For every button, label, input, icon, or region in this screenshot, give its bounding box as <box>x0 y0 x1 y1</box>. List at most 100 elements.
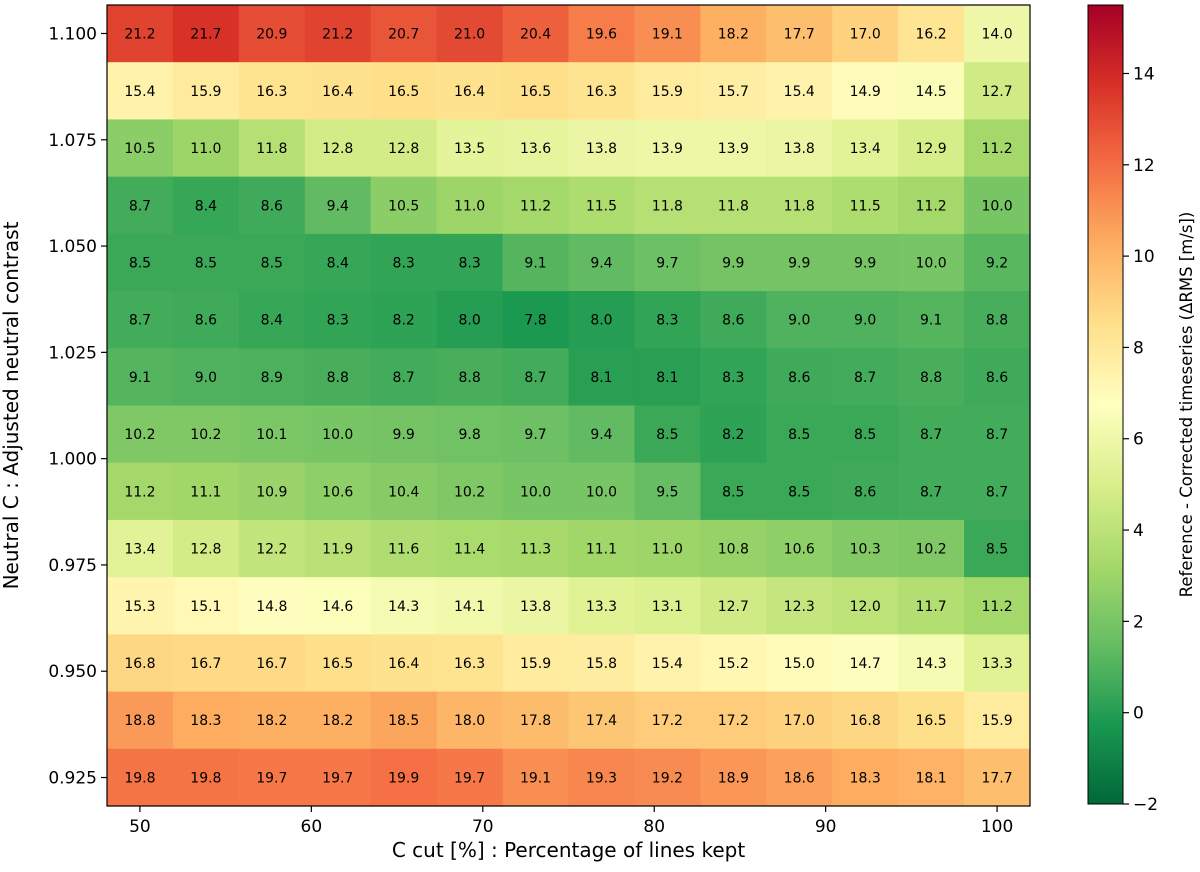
heatmap-cell <box>238 233 306 292</box>
colorbar-tick-label: 14 <box>1133 64 1155 84</box>
cell-value-label: 19.8 <box>124 770 155 786</box>
heatmap-cell <box>568 5 636 63</box>
cell-value-label: 8.6 <box>854 484 876 500</box>
y-tick-label: 0.975 <box>48 556 97 576</box>
heatmap-cell <box>304 691 372 750</box>
cell-value-label: 13.3 <box>586 599 617 615</box>
cell-value-label: 19.1 <box>652 27 683 43</box>
cell-value-label: 8.1 <box>590 370 612 386</box>
cell-value-label: 14.3 <box>388 599 419 615</box>
heatmap-cell <box>436 462 504 521</box>
cell-value-label: 8.5 <box>261 255 283 271</box>
cell-value-label: 14.9 <box>850 84 881 100</box>
heatmap-cell <box>304 405 372 464</box>
heatmap-cell <box>172 691 240 750</box>
heatmap-cell <box>502 462 570 521</box>
x-axis-label: C cut [%] : Percentage of lines kept <box>392 838 745 862</box>
cell-value-label: 8.4 <box>327 255 349 271</box>
heatmap-cell <box>898 634 965 693</box>
cell-value-label: 11.2 <box>916 198 947 214</box>
cell-value-label: 12.9 <box>916 141 947 157</box>
cell-value-label: 19.9 <box>388 770 419 786</box>
cell-value-label: 9.0 <box>195 370 217 386</box>
heatmap-cell <box>107 748 174 807</box>
x-tick-label: 90 <box>815 817 837 837</box>
cell-value-label: 9.1 <box>524 255 546 271</box>
cell-value-label: 18.5 <box>388 713 419 729</box>
cell-value-label: 11.1 <box>586 542 617 558</box>
cell-value-label: 10.6 <box>784 542 815 558</box>
cell-value-label: 10.5 <box>124 141 155 157</box>
heatmap-cell <box>766 5 833 63</box>
cell-value-label: 17.2 <box>652 713 683 729</box>
heatmap-cell <box>964 233 1031 292</box>
heatmap-cell <box>766 748 833 807</box>
cell-value-label: 8.7 <box>854 370 876 386</box>
cell-value-label: 21.2 <box>322 27 353 43</box>
heatmap-cell <box>502 691 570 750</box>
cell-value-label: 14.8 <box>256 599 287 615</box>
cell-value-label: 8.8 <box>458 370 480 386</box>
plot-frame <box>106 4 1031 807</box>
cell-value-label: 8.5 <box>986 542 1008 558</box>
heatmap-cell <box>700 348 767 407</box>
heatmap-cell <box>898 5 965 63</box>
heatmap-cell <box>238 62 306 121</box>
heatmap-cell <box>766 691 833 750</box>
cell-value-label: 10.2 <box>916 542 947 558</box>
heatmap-cell <box>436 691 504 750</box>
cell-value-label: 16.4 <box>322 84 353 100</box>
cell-value-label: 11.5 <box>850 198 881 214</box>
cell-value-label: 16.5 <box>916 713 947 729</box>
cell-value-label: 17.4 <box>586 713 617 729</box>
heatmap-cell <box>898 405 965 464</box>
heatmap-cell <box>634 748 701 807</box>
cell-value-label: 13.3 <box>981 656 1012 672</box>
heatmap-cell <box>238 462 306 521</box>
heatmap-cell <box>898 748 965 807</box>
heatmap-cell-labels: 21.2 21.7 20.9 21.2 20.7 21.0 20.4 19.6 19.1 18.2… <box>124 27 1012 787</box>
heatmap-cell <box>436 5 504 63</box>
cell-value-label: 12.8 <box>322 141 353 157</box>
cell-value-label: 21.2 <box>124 27 155 43</box>
heatmap-cell <box>898 119 965 178</box>
heatmap-cell <box>304 519 372 578</box>
cell-value-label: 9.5 <box>656 484 678 500</box>
heatmap-cell <box>304 5 372 63</box>
cell-value-label: 8.7 <box>920 484 942 500</box>
heatmap-cell <box>304 348 372 407</box>
cell-value-label: 18.3 <box>850 770 881 786</box>
heatmap-cell <box>238 748 306 807</box>
heatmap-cell <box>964 176 1031 235</box>
cell-value-label: 11.7 <box>916 599 947 615</box>
heatmap-cell <box>964 462 1031 521</box>
heatmap-cell <box>436 62 504 121</box>
cell-value-label: 11.8 <box>256 141 287 157</box>
heatmap-cell <box>766 519 833 578</box>
y-tick-label: 1.050 <box>48 237 97 257</box>
cell-value-label: 16.8 <box>850 713 881 729</box>
y-axis-label: Neutral C : Adjusted neutral contrast <box>0 221 23 589</box>
heatmap-cell <box>370 748 438 807</box>
cell-value-label: 13.9 <box>718 141 749 157</box>
heatmap-cell <box>107 5 174 63</box>
heatmap-cell <box>238 348 306 407</box>
cell-value-label: 8.7 <box>129 313 151 329</box>
cell-value-label: 8.5 <box>788 484 810 500</box>
cell-value-label: 8.6 <box>195 313 217 329</box>
cell-value-label: 16.3 <box>454 656 485 672</box>
cell-value-label: 17.7 <box>981 770 1012 786</box>
cell-value-label: 19.7 <box>256 770 287 786</box>
x-tick-label: 80 <box>643 817 665 837</box>
cell-value-label: 11.8 <box>718 198 749 214</box>
cell-value-label: 20.4 <box>520 27 551 43</box>
heatmap-cell <box>898 577 965 635</box>
cell-value-label: 8.8 <box>986 313 1008 329</box>
cell-value-label: 16.2 <box>916 27 947 43</box>
cell-value-label: 9.7 <box>656 255 678 271</box>
cell-value-label: 15.9 <box>520 656 551 672</box>
heatmap-cell <box>107 233 174 292</box>
heatmap-cell <box>238 5 306 63</box>
heatmap-cell <box>172 291 240 349</box>
heatmap-cell <box>502 634 570 693</box>
